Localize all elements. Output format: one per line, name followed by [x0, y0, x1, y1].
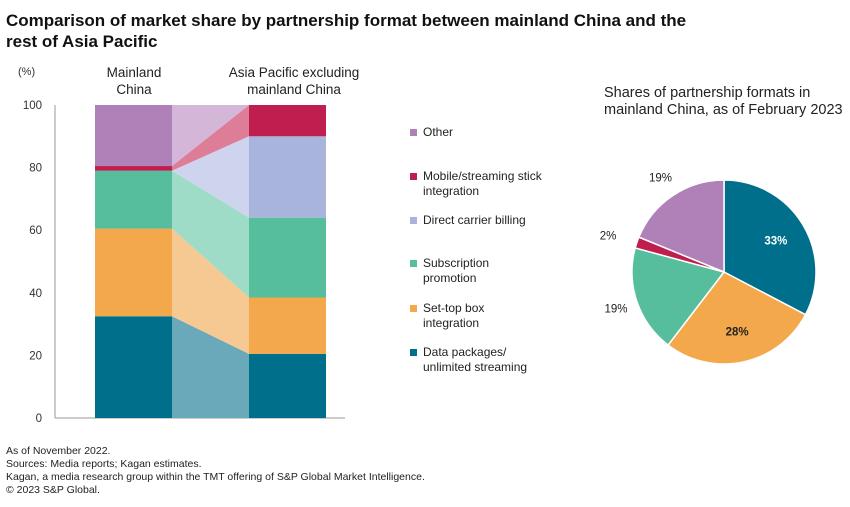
bar-segment-set-top-box-integration-mainland-china [95, 228, 172, 317]
y-tick-label: 20 [29, 350, 42, 362]
legend-label: Set-top box integration [423, 301, 485, 330]
pie-label-set-top-box-integration: 28% [726, 326, 749, 338]
bar-segment-set-top-box-integration-asia-pacific [249, 297, 326, 354]
footnote-copyright: © 2023 S&P Global. [6, 484, 100, 496]
footnotes: As of November 2022. Sources: Media repo… [6, 445, 425, 497]
pie-label-data-packages-unlimited-streaming: 33% [764, 236, 787, 248]
chart-title: Comparison of market share by partnershi… [6, 11, 687, 51]
pie-chart-title: Shares of partnership formats in mainlan… [604, 85, 843, 118]
y-axis-unit: (%) [18, 66, 36, 78]
pie-slice-other [637, 179, 725, 274]
legend-swatch [410, 305, 417, 312]
legend-swatch [410, 260, 417, 267]
legend-swatch [410, 349, 417, 356]
y-tick-label: 0 [36, 413, 42, 425]
bar-segment-data-packages-unlimited-streaming-asia-pacific [249, 353, 326, 418]
legend-item-direct-carrier-billing: Direct carrier billing [410, 213, 543, 228]
connector-data-packages-unlimited-streaming [172, 316, 249, 418]
legend-label: Mobile/streaming stick integration [423, 169, 542, 198]
pie-label-other: 19% [649, 172, 672, 184]
pie-slice-data-packages-unlimited-streaming [723, 179, 817, 316]
bar-segment-other-mainland-china [95, 105, 172, 167]
connector-subscription-promotion [172, 170, 249, 298]
bar-segment-mobile-streaming-stick-integration-asia-pacific [249, 105, 326, 137]
pie-label-subscription-promotion: 19% [604, 304, 627, 316]
footnote-date: As of November 2022. [6, 445, 111, 457]
y-tick-label: 40 [29, 288, 42, 300]
footnote-kagan: Kagan, a media research group within the… [6, 471, 425, 483]
legend-item-mobile-streaming-stick-integration: Mobile/streaming stick integration [410, 169, 543, 199]
y-tick-label: 100 [23, 100, 42, 112]
connector-other [172, 105, 249, 167]
column-header-mainland-china: Mainland China [106, 65, 162, 97]
pie-slice-set-top-box-integration [667, 271, 807, 365]
bar-segment-subscription-promotion-asia-pacific [249, 217, 326, 298]
legend-label: Subscription promotion [423, 256, 490, 285]
column-header-asia-pacific: Asia Pacific excluding mainland China [228, 65, 360, 97]
legend-swatch [410, 217, 417, 224]
y-tick-label: 80 [29, 163, 42, 175]
legend-label: Data packages/ unlimited streaming [423, 345, 528, 374]
legend-item-subscription-promotion: Subscription promotion [410, 256, 543, 286]
y-tick-label: 60 [29, 225, 42, 237]
legend-item-other: Other [410, 125, 543, 140]
connector-set-top-box-integration [172, 228, 249, 354]
connector-direct-carrier-billing [172, 136, 249, 218]
legend-swatch [410, 129, 417, 136]
bar-segment-subscription-promotion-mainland-china [95, 170, 172, 229]
footnote-sources: Sources: Media reports; Kagan estimates. [6, 458, 202, 470]
legend-label: Other [423, 125, 454, 139]
bar-segment-data-packages-unlimited-streaming-mainland-china [95, 316, 172, 418]
legend-item-data-packages-unlimited-streaming: Data packages/ unlimited streaming [410, 345, 543, 375]
bar-segment-mobile-streaming-stick-integration-mainland-china [95, 166, 172, 171]
bar-segment-direct-carrier-billing-asia-pacific [249, 136, 326, 218]
connector-mobile-streaming-stick-integration [172, 105, 249, 171]
pie-slice-subscription-promotion [631, 247, 726, 347]
pie-label-mobile-streaming-stick-integration: 2% [600, 230, 617, 242]
legend-swatch [410, 173, 417, 180]
legend-label: Direct carrier billing [423, 213, 526, 227]
legend-item-set-top-box-integration: Set-top box integration [410, 301, 543, 331]
